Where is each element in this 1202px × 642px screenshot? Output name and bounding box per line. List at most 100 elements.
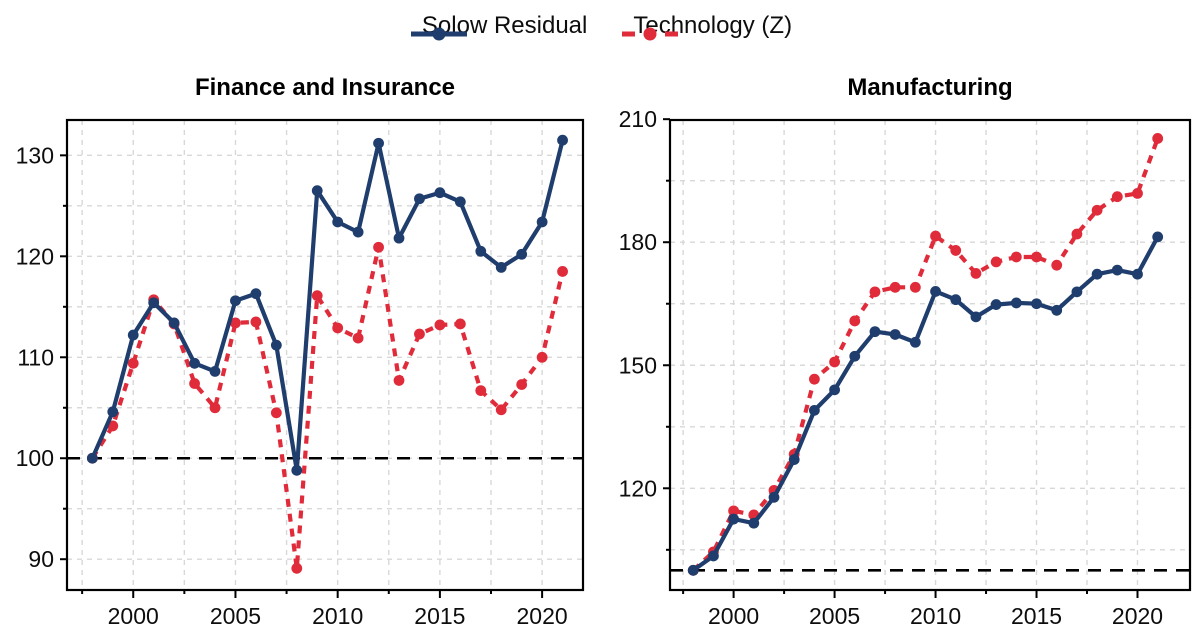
data-point <box>849 350 861 362</box>
axis-ticks <box>60 154 544 598</box>
axis-ticks <box>663 118 1139 598</box>
panel-border <box>65 118 585 592</box>
legend-item-technology-z: Technology (Z) <box>621 12 793 41</box>
data-point <box>332 322 344 334</box>
data-point <box>127 357 139 369</box>
x-tick-label: 2010 <box>910 603 961 629</box>
y-tick-label: 90 <box>28 546 54 572</box>
x-tick-label: 2010 <box>312 603 363 629</box>
data-point <box>86 452 98 464</box>
data-point <box>849 315 861 327</box>
data-point <box>909 281 921 293</box>
series-line <box>691 235 1160 573</box>
data-point <box>1010 251 1022 263</box>
data-point <box>788 454 800 465</box>
data-point <box>270 407 282 419</box>
solow-swatch-dot <box>432 27 446 41</box>
x-tick-label: 2015 <box>1011 603 1062 629</box>
data-point <box>414 193 425 205</box>
data-point <box>557 266 568 277</box>
data-point <box>889 281 901 293</box>
y-tick-label: 110 <box>17 344 54 370</box>
technology-swatch-svg <box>622 27 679 41</box>
data-point <box>1091 268 1103 280</box>
data-point <box>950 294 962 306</box>
x-tick-label: 2020 <box>517 603 568 629</box>
data-point <box>107 406 119 418</box>
data-point <box>1031 251 1042 263</box>
data-point <box>970 267 982 279</box>
data-point <box>687 564 699 576</box>
legend-item-solow-residual: Solow Residual <box>410 12 587 41</box>
series-technology-z- <box>687 133 1164 576</box>
data-point <box>808 373 820 385</box>
y-tick-label: 100 <box>16 445 54 471</box>
data-point <box>728 513 740 525</box>
y-tick-label: 120 <box>16 243 54 269</box>
data-point <box>869 286 881 298</box>
series-solow-residual <box>86 134 568 476</box>
series-line <box>90 139 565 473</box>
data-point <box>1132 268 1143 280</box>
data-point <box>393 232 405 244</box>
panel-title-finance-and-insurance: Finance and Insurance <box>194 74 456 101</box>
data-point <box>373 241 384 253</box>
data-point <box>270 339 282 351</box>
data-point <box>990 299 1002 310</box>
data-point <box>209 402 221 414</box>
data-point <box>1051 259 1063 271</box>
data-point <box>475 245 487 257</box>
data-point <box>373 137 384 149</box>
data-point <box>209 366 221 377</box>
data-point <box>1071 286 1083 298</box>
series-line <box>691 137 1160 572</box>
tick-labels: 2000 2005 2010 2015 2020 90 100 110 120 130 <box>16 142 568 629</box>
data-point <box>311 185 323 197</box>
data-point <box>748 517 760 529</box>
series-solow-residual <box>687 231 1164 576</box>
data-point <box>352 226 364 238</box>
data-point <box>728 505 740 517</box>
data-point <box>1051 304 1063 316</box>
data-point <box>970 311 982 323</box>
chart-panel-1: 2000 2005 2010 2015 2020 120 150 180 210 <box>619 106 1192 629</box>
legend: Solow Residual Technology (Z) <box>0 12 1202 41</box>
data-point <box>869 326 881 338</box>
data-point <box>393 375 405 386</box>
data-point <box>454 318 466 330</box>
data-point <box>250 288 262 300</box>
x-tick-label: 2020 <box>1112 603 1163 629</box>
data-point <box>127 329 139 341</box>
x-tick-label: 2000 <box>108 603 159 629</box>
series-technology-z- <box>86 241 568 574</box>
data-point <box>230 295 241 307</box>
data-point <box>536 351 548 363</box>
data-point <box>557 134 568 146</box>
data-point <box>930 230 941 242</box>
data-point <box>536 216 548 228</box>
solow-swatch-svg <box>410 27 467 41</box>
data-point <box>1111 191 1123 203</box>
x-tick-label: 2005 <box>809 603 860 629</box>
data-point <box>829 356 840 368</box>
x-tick-label: 2015 <box>414 603 465 629</box>
data-point <box>291 464 303 476</box>
data-point <box>414 328 425 340</box>
y-tick-label: 130 <box>16 142 54 168</box>
gridlines <box>67 120 583 590</box>
data-point <box>1071 228 1083 240</box>
panel-border <box>668 118 1192 592</box>
tick-labels: 2000 2005 2010 2015 2020 120 150 180 210 <box>619 106 1163 629</box>
data-point <box>930 286 941 297</box>
data-point <box>434 319 446 331</box>
y-tick-label: 180 <box>619 229 657 255</box>
data-point <box>708 550 719 562</box>
data-point <box>148 297 160 309</box>
data-point <box>516 248 528 260</box>
data-point <box>250 316 262 328</box>
data-point <box>808 404 820 416</box>
data-point <box>332 216 344 228</box>
legend-label-technology-z: Technology (Z) <box>633 12 793 39</box>
data-point <box>1091 204 1103 216</box>
